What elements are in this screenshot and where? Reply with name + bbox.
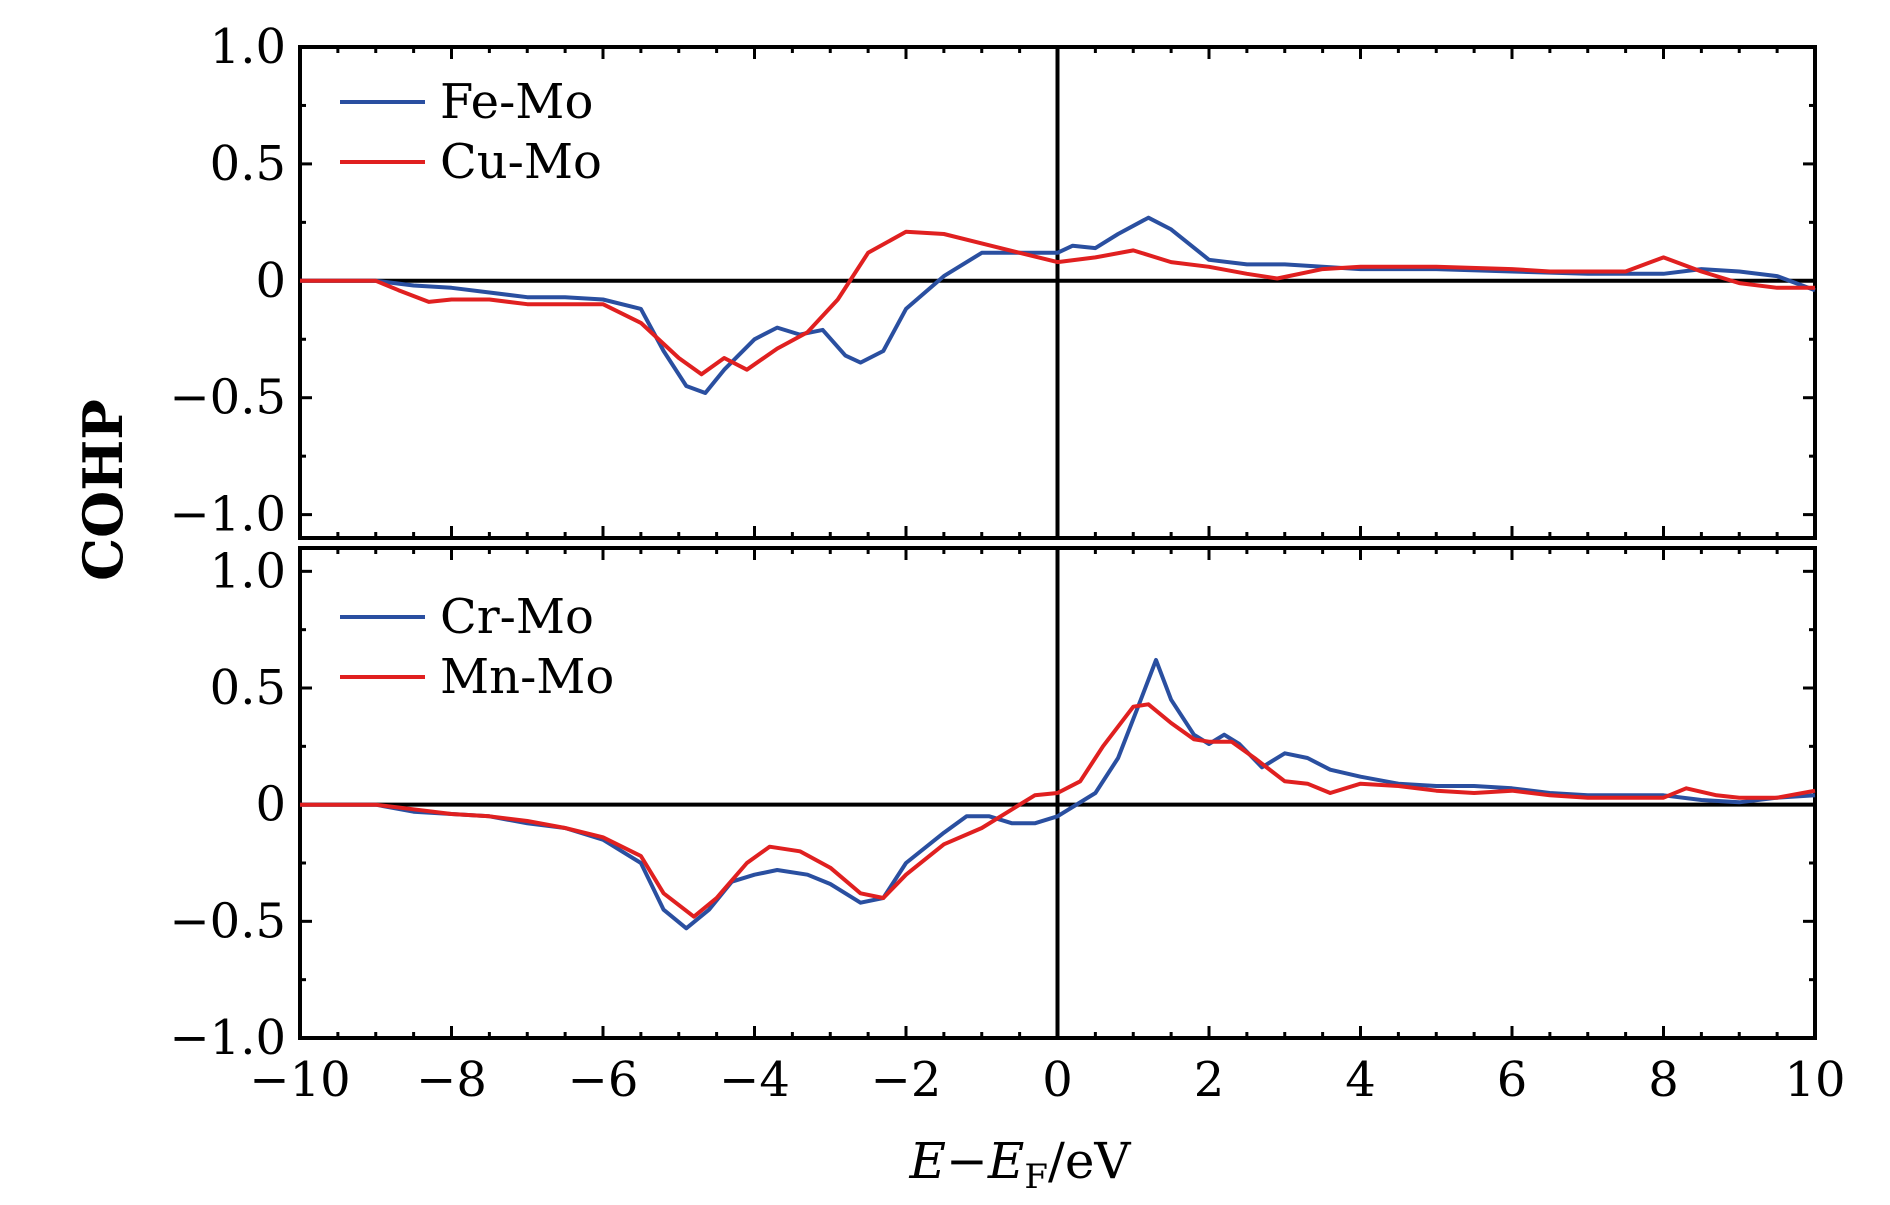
- y-tick-label: 0.5: [210, 136, 286, 192]
- x-tick-label: 2: [1194, 1052, 1225, 1108]
- x-tick-label: 8: [1648, 1052, 1679, 1108]
- x-title-unit: /eV: [1048, 1132, 1131, 1190]
- x-tick-label: 10: [1784, 1052, 1845, 1108]
- series-line-fe-mo: [300, 215, 1816, 395]
- series-line-mn-mo: [300, 702, 1816, 919]
- x-tick-label: −4: [719, 1052, 790, 1108]
- y-tick-label: −1.0: [169, 1010, 286, 1066]
- x-tick-label: 4: [1345, 1052, 1376, 1108]
- y-tick-label: −0.5: [169, 370, 286, 426]
- x-tick-label: −10: [249, 1052, 350, 1108]
- y-tick-label: 0: [255, 253, 286, 309]
- y-tick-label: 0: [255, 777, 286, 833]
- x-axis-title: E−EF/eV: [908, 1132, 1131, 1197]
- x-title-e: E: [908, 1132, 946, 1190]
- x-title-sub: F: [1024, 1157, 1048, 1197]
- legend-label-fe-mo: Fe-Mo: [440, 74, 593, 130]
- x-tick-label: −8: [416, 1052, 487, 1108]
- y-tick-label: 1.0: [210, 543, 286, 599]
- legend-label-cr-mo: Cr-Mo: [440, 589, 594, 645]
- y-axis-title: COHP: [71, 399, 135, 581]
- y-tick-label: 0.5: [210, 660, 286, 716]
- y-tick-label: −0.5: [169, 893, 286, 949]
- x-title-minus: −: [946, 1132, 988, 1190]
- series-line-cu-mo: [300, 229, 1815, 377]
- x-tick-label: −6: [568, 1052, 639, 1108]
- x-tick-label: 6: [1497, 1052, 1528, 1108]
- series-line-cr-mo: [300, 658, 1816, 931]
- x-tick-label: 0: [1042, 1052, 1073, 1108]
- legend-label-mn-mo: Mn-Mo: [440, 649, 614, 705]
- legend-label-cu-mo: Cu-Mo: [440, 134, 602, 190]
- y-tick-label: −1.0: [169, 487, 286, 543]
- x-tick-label: −2: [871, 1052, 942, 1108]
- x-title-ef: E: [987, 1132, 1025, 1190]
- y-tick-label: 1.0: [210, 19, 286, 75]
